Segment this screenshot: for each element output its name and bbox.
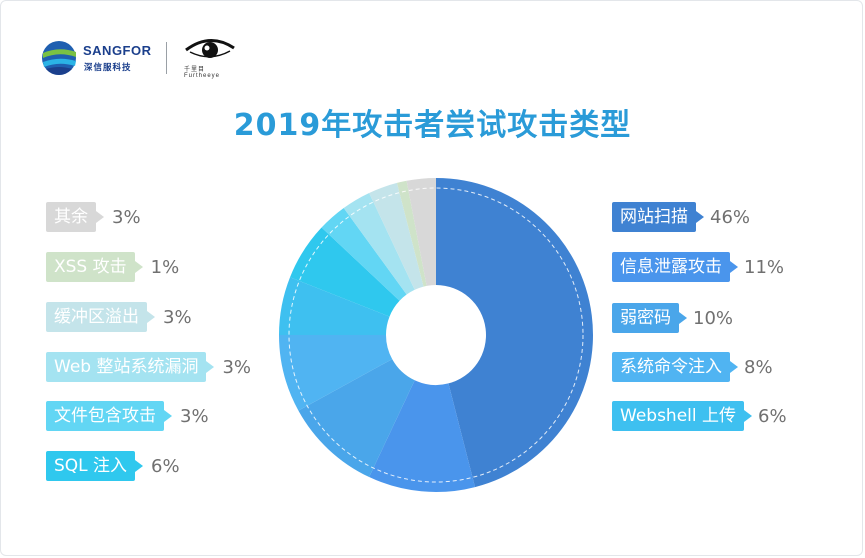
furtheeye-wordmark-en: Furtheeye	[184, 73, 221, 79]
legend-item-weak-password: 弱密码 10%	[612, 303, 733, 333]
pie-slice-0	[436, 178, 594, 488]
legend-label: Webshell 上传	[612, 401, 753, 431]
legend-item-website-scan: 网站扫描 46%	[612, 202, 750, 232]
legend-item-command-injection: 系统命令注入 8%	[612, 352, 773, 382]
legend-label: 信息泄露攻击	[612, 252, 738, 282]
legend-percent: 1%	[150, 256, 180, 278]
sangfor-globe-icon	[42, 41, 76, 75]
sangfor-wordmark-cn: 深信服科技	[84, 63, 132, 73]
legend-label: 弱密码	[612, 303, 687, 333]
legend-percent: 3%	[163, 306, 192, 328]
legend-item-xss: XSS 攻击 1%	[46, 252, 179, 282]
legend-label: 其余	[46, 202, 104, 232]
eye-icon	[185, 39, 235, 58]
legend-percent: 6%	[151, 455, 180, 477]
legend-item-buffer-overflow: 缓冲区溢出 3%	[46, 302, 192, 332]
legend-percent: 8%	[744, 356, 773, 378]
dashed-ring	[288, 187, 584, 483]
legend-label: 缓冲区溢出	[46, 302, 155, 332]
furtheeye-wordmark: 千里目 Furtheeye	[184, 64, 220, 79]
furtheeye-logo: 千里目 Furtheeye	[182, 36, 242, 80]
pie-slice-4	[279, 277, 390, 335]
legend-item-web-system-vuln: Web 整站系统漏洞 3%	[46, 352, 251, 382]
sangfor-logo: SANGFOR 深信服科技	[40, 38, 170, 78]
legend-percent: 11%	[744, 256, 785, 278]
pie-slice-3	[279, 335, 393, 411]
pie-slice-7	[343, 192, 415, 295]
pie-slice-8	[369, 182, 424, 290]
pie-slice-9	[396, 180, 427, 287]
chart-title: 2019年攻击者尝试攻击类型	[233, 108, 632, 143]
legend-percent: 46%	[710, 206, 751, 228]
legend-label: XSS 攻击	[46, 252, 143, 282]
legend-item-sql-injection: SQL 注入 6%	[46, 451, 180, 481]
legend-label: 文件包含攻击	[46, 401, 172, 431]
pie-slice-1	[369, 380, 476, 493]
legend-percent: 3%	[180, 405, 209, 427]
legend-item-others: 其余 3%	[46, 202, 141, 232]
legend-label: Web 整站系统漏洞	[46, 352, 215, 382]
legend-percent: 3%	[222, 356, 252, 378]
legend-percent: 3%	[112, 206, 141, 228]
legend-label: SQL 注入	[46, 451, 144, 481]
sangfor-wordmark: SANGFOR	[83, 43, 152, 58]
furtheeye-wordmark-cn: 千里目	[184, 67, 206, 73]
legend-percent: 10%	[693, 307, 734, 329]
legend-label: 网站扫描	[612, 202, 704, 232]
legend-percent: 6%	[758, 405, 787, 427]
pie-slice-10	[406, 178, 436, 286]
logo-divider	[166, 42, 167, 74]
pie-slice-2	[298, 359, 415, 478]
legend-item-info-leak: 信息泄露攻击 11%	[612, 252, 784, 282]
legend-item-file-inclusion: 文件包含攻击 3%	[46, 401, 209, 431]
pie-slice-6	[321, 207, 407, 301]
legend-item-webshell-upload: Webshell 上传 6%	[612, 401, 787, 431]
legend-label: 系统命令注入	[612, 352, 738, 382]
pie-slice-5	[290, 227, 400, 317]
